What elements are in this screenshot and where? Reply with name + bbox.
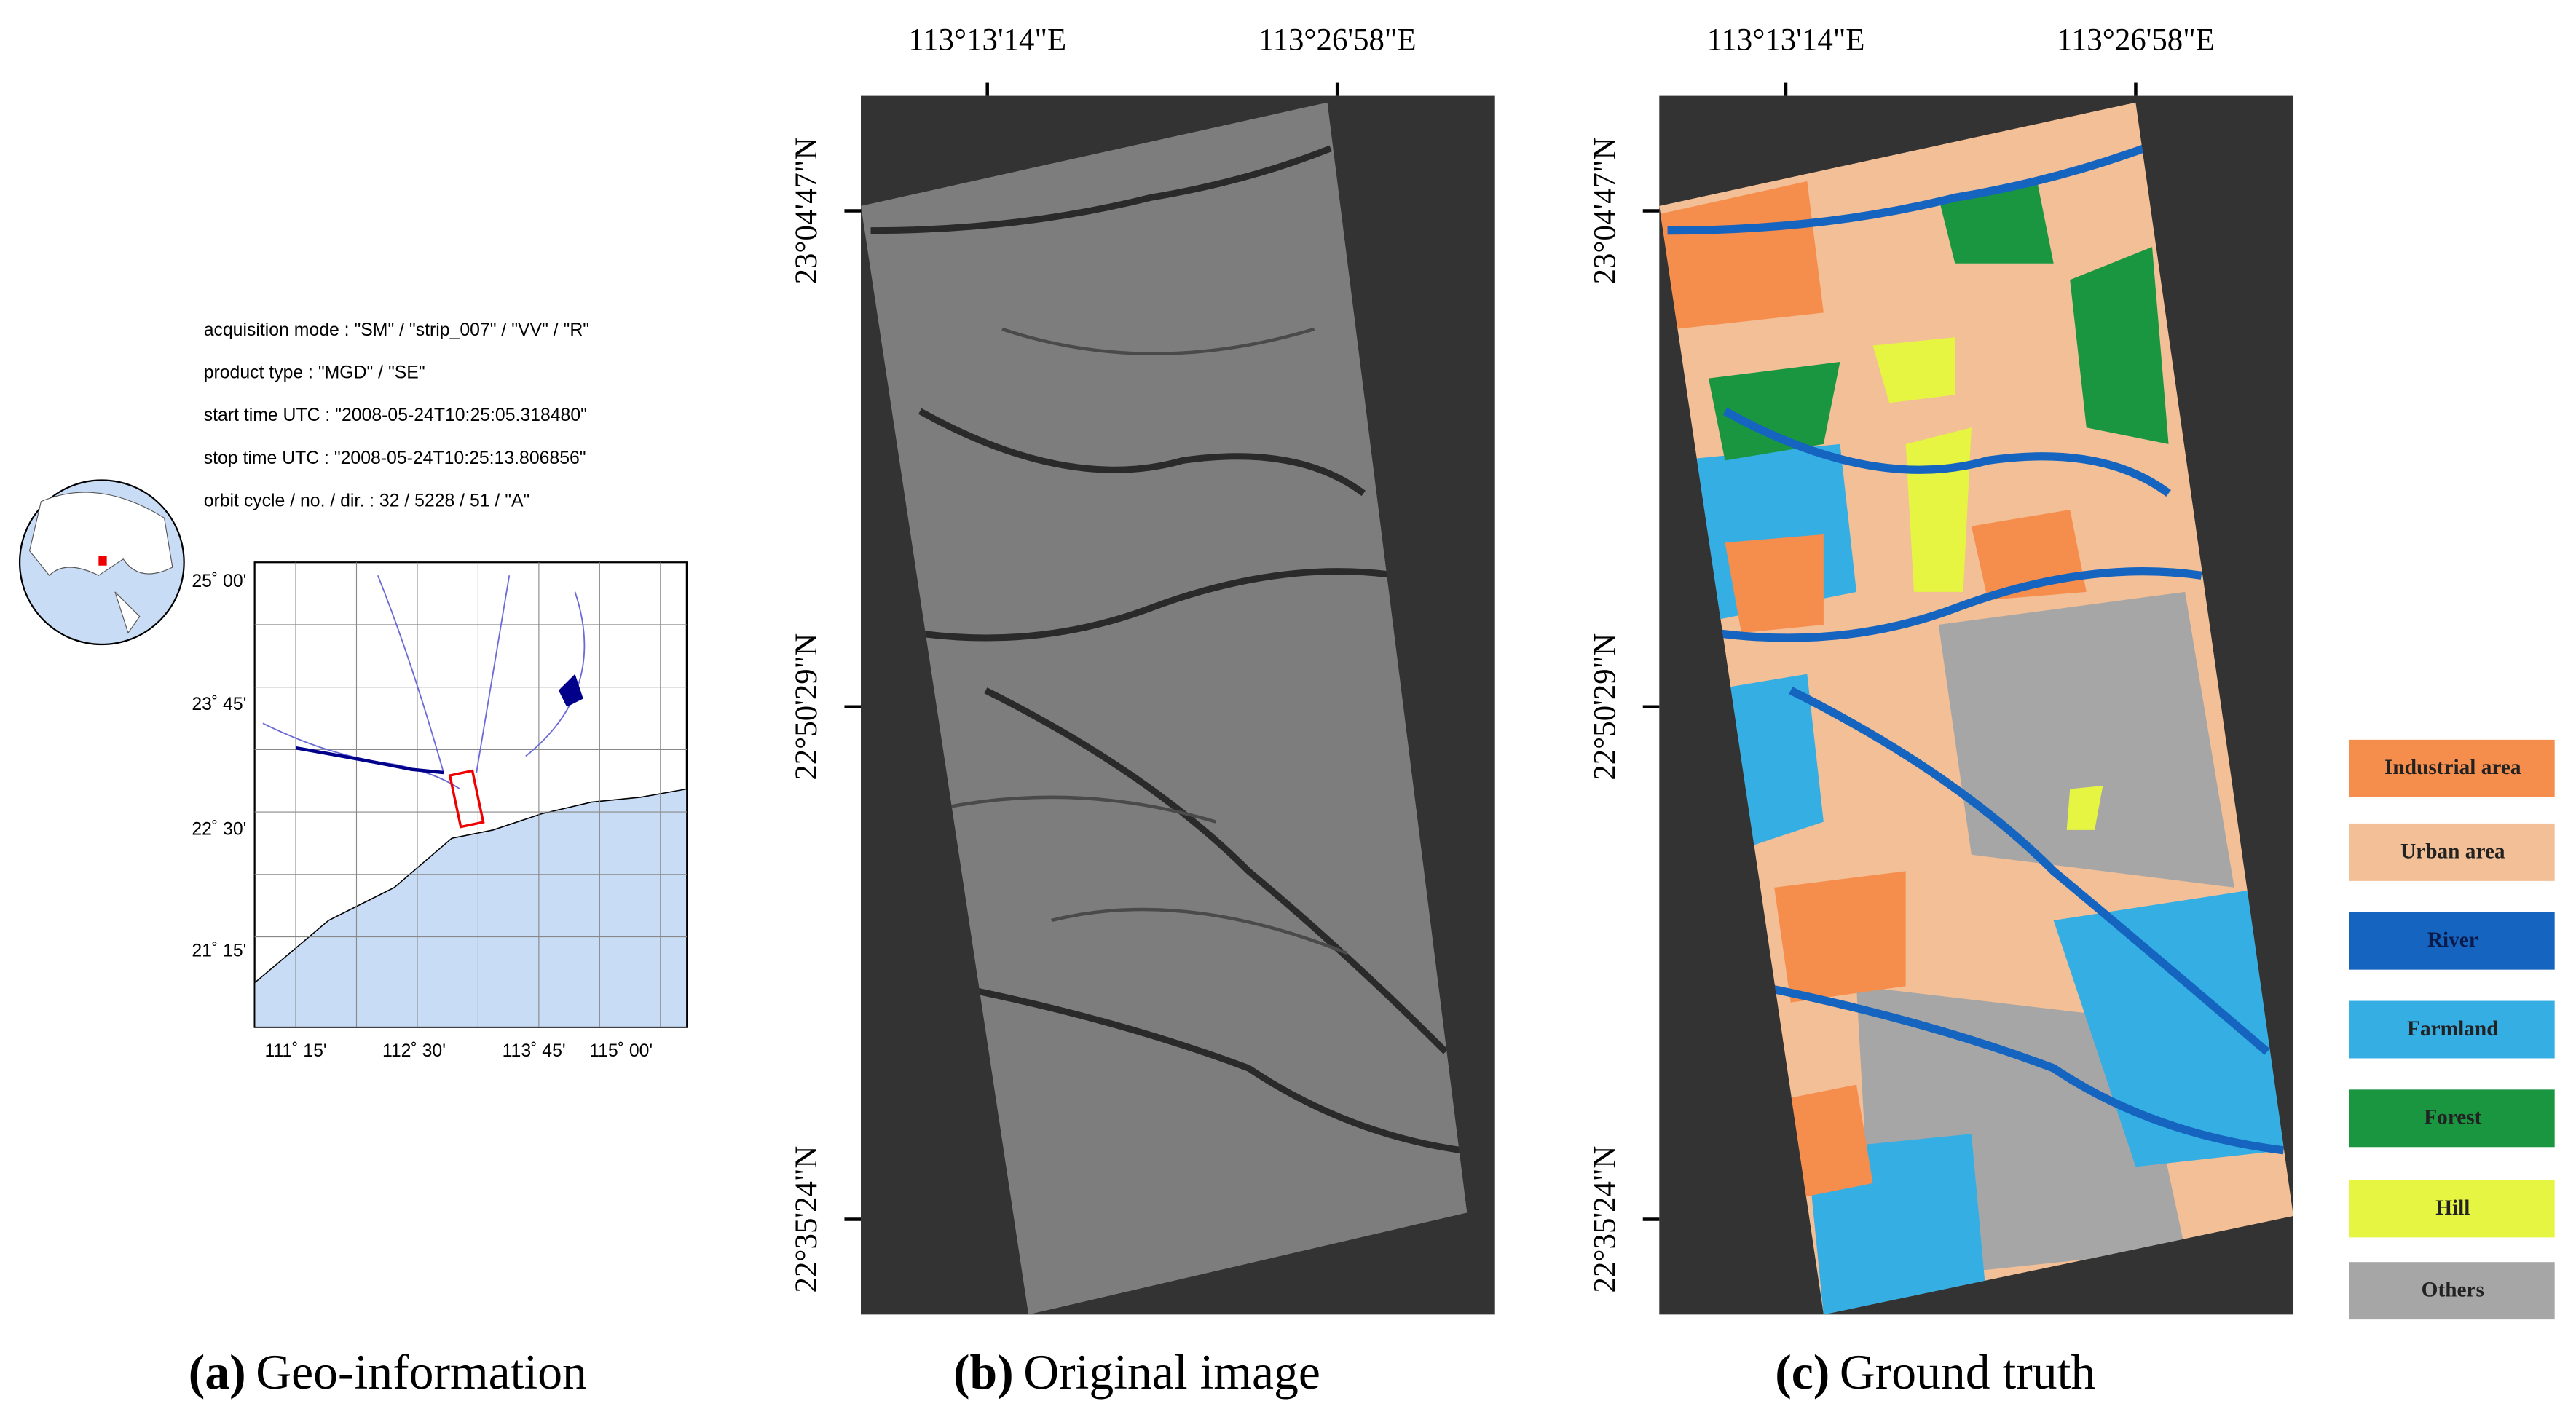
lon-label: 113°26'58"E: [1259, 23, 1417, 57]
legend-swatch: [2349, 739, 2555, 797]
legend-swatch: [2349, 1000, 2555, 1059]
lat-label: 21˚ 15': [192, 942, 246, 961]
lon-label: 115˚ 00': [589, 1041, 653, 1061]
caption-text: Original image: [1023, 1345, 1320, 1400]
legend-swatch: [2349, 1180, 2555, 1238]
lon-label: 112˚ 30': [382, 1041, 446, 1061]
lat-label: 22°35'24"N: [1588, 1146, 1622, 1293]
lon-label: 113°13'14"E: [1707, 23, 1865, 57]
legend-swatch: [2349, 912, 2555, 970]
lat-label: 22°35'24"N: [789, 1146, 824, 1293]
caption: (b) Original image: [953, 1345, 1320, 1400]
legend-label: River: [2427, 928, 2478, 952]
region-map: [253, 561, 688, 1028]
caption-text: Geo-information: [256, 1345, 587, 1400]
lat-label: 23°04'47"N: [1588, 138, 1622, 285]
truth-map: [1659, 102, 2294, 1315]
info-line: start time UTC : "2008-05-24T10:25:05.31…: [204, 406, 587, 425]
legend-swatch: [2349, 823, 2555, 881]
legend: Industrial area Urban area River Farmland Fo…: [2349, 739, 2555, 1320]
legend-label: Urban area: [2400, 840, 2505, 863]
legend-label: Others: [2422, 1279, 2484, 1302]
lon-label: 113˚ 45': [503, 1041, 566, 1061]
caption-label: (b): [953, 1345, 1014, 1400]
info-line: acquisition mode : "SM" / "strip_007" / …: [204, 320, 589, 340]
legend-label: Farmland: [2407, 1017, 2498, 1041]
info-line: product type : "MGD" / "SE": [204, 363, 425, 383]
lat-label: 23°04'47"N: [789, 138, 824, 285]
legend-label: Industrial area: [2384, 756, 2521, 779]
lon-label: 111˚ 15': [264, 1041, 326, 1061]
legend-swatch: [2349, 1089, 2555, 1148]
lon-label: 113°13'14"E: [908, 23, 1066, 57]
caption-label: (a): [189, 1345, 246, 1400]
lat-label: 22˚ 30': [192, 820, 246, 840]
legend-label: Hill: [2435, 1196, 2470, 1220]
info-line: stop time UTC : "2008-05-24T10:25:13.806…: [204, 449, 586, 468]
lon-label: 113°26'58"E: [2057, 23, 2215, 57]
caption: (c) Ground truth: [1775, 1345, 2095, 1400]
sar-image: [861, 102, 1468, 1315]
lat-label: 25˚ 00': [192, 572, 246, 591]
lat-label: 22°50'29"N: [1588, 633, 1622, 781]
caption-label: (c): [1775, 1345, 1829, 1400]
legend-label: Forest: [2424, 1106, 2481, 1129]
globe: [18, 479, 185, 646]
legend-swatch: [2349, 1262, 2555, 1320]
info-line: orbit cycle / no. / dir. : 32 / 5228 / 5…: [204, 492, 530, 511]
caption: (a) Geo-information: [189, 1345, 587, 1400]
caption-text: Ground truth: [1840, 1345, 2095, 1400]
lat-label: 22°50'29"N: [789, 633, 824, 781]
lat-label: 23˚ 45': [192, 695, 246, 714]
